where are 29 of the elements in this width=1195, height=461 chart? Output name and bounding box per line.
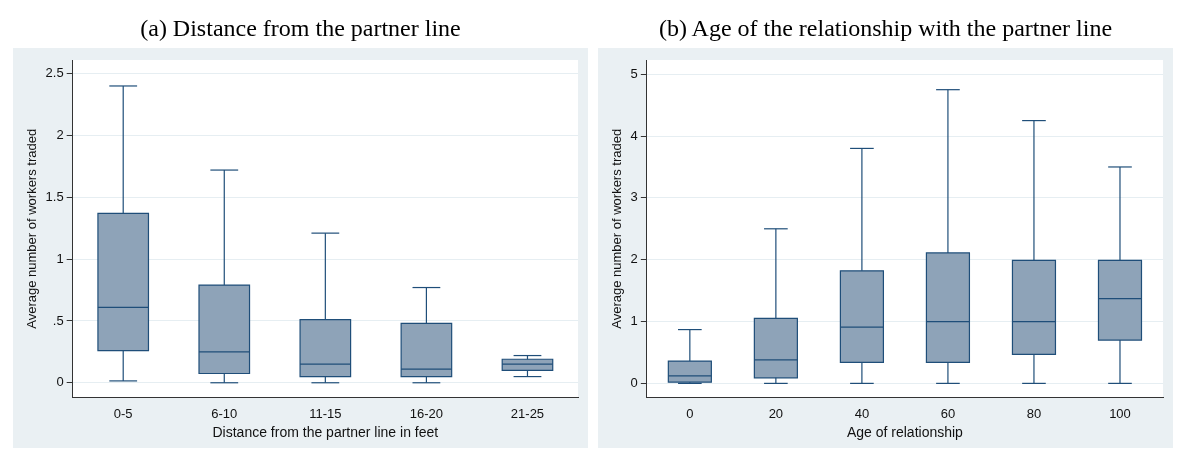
y-tick-label: 4	[630, 127, 638, 143]
y-tick-label: 2.5	[45, 65, 64, 81]
x-tick-label: 0	[686, 405, 694, 421]
y-tick-label: 0	[56, 374, 64, 390]
y-axis-title: Average number of workers traded	[24, 128, 40, 329]
x-tick-label: 6-10	[211, 405, 238, 421]
y-tick-label: 5	[630, 65, 638, 81]
y-tick-label: 3	[630, 189, 638, 205]
x-tick-label: 60	[940, 405, 956, 421]
y-axis-title: Average number of workers traded	[609, 128, 625, 329]
x-tick-label: 21-25	[510, 405, 545, 421]
x-tick-label: 0-5	[113, 405, 133, 421]
x-tick-label: 20	[768, 405, 784, 421]
x-tick-label: 40	[854, 405, 870, 421]
y-tick-label: 0	[630, 374, 638, 390]
y-tick-label: 1	[630, 313, 638, 329]
y-tick-label: 1.5	[45, 188, 64, 204]
chart-title: (b) Age of the relationship with the partner line	[657, 14, 1114, 43]
y-tick-label: 1	[56, 250, 64, 266]
chart-title: (a) Distance from the partner line	[139, 14, 462, 43]
y-tick-label: 2	[56, 127, 64, 143]
x-tick-label: 16-20	[409, 405, 444, 421]
y-tick-label: 2	[630, 251, 638, 267]
y-tick-label: .5	[52, 312, 64, 328]
x-axis-title: Distance from the partner line in feet	[212, 424, 439, 441]
x-tick-label: 100	[1109, 405, 1131, 421]
x-tick-label: 80	[1026, 405, 1042, 421]
x-tick-label: 11-15	[309, 405, 342, 421]
x-axis-title: Age of relationship	[846, 424, 964, 441]
